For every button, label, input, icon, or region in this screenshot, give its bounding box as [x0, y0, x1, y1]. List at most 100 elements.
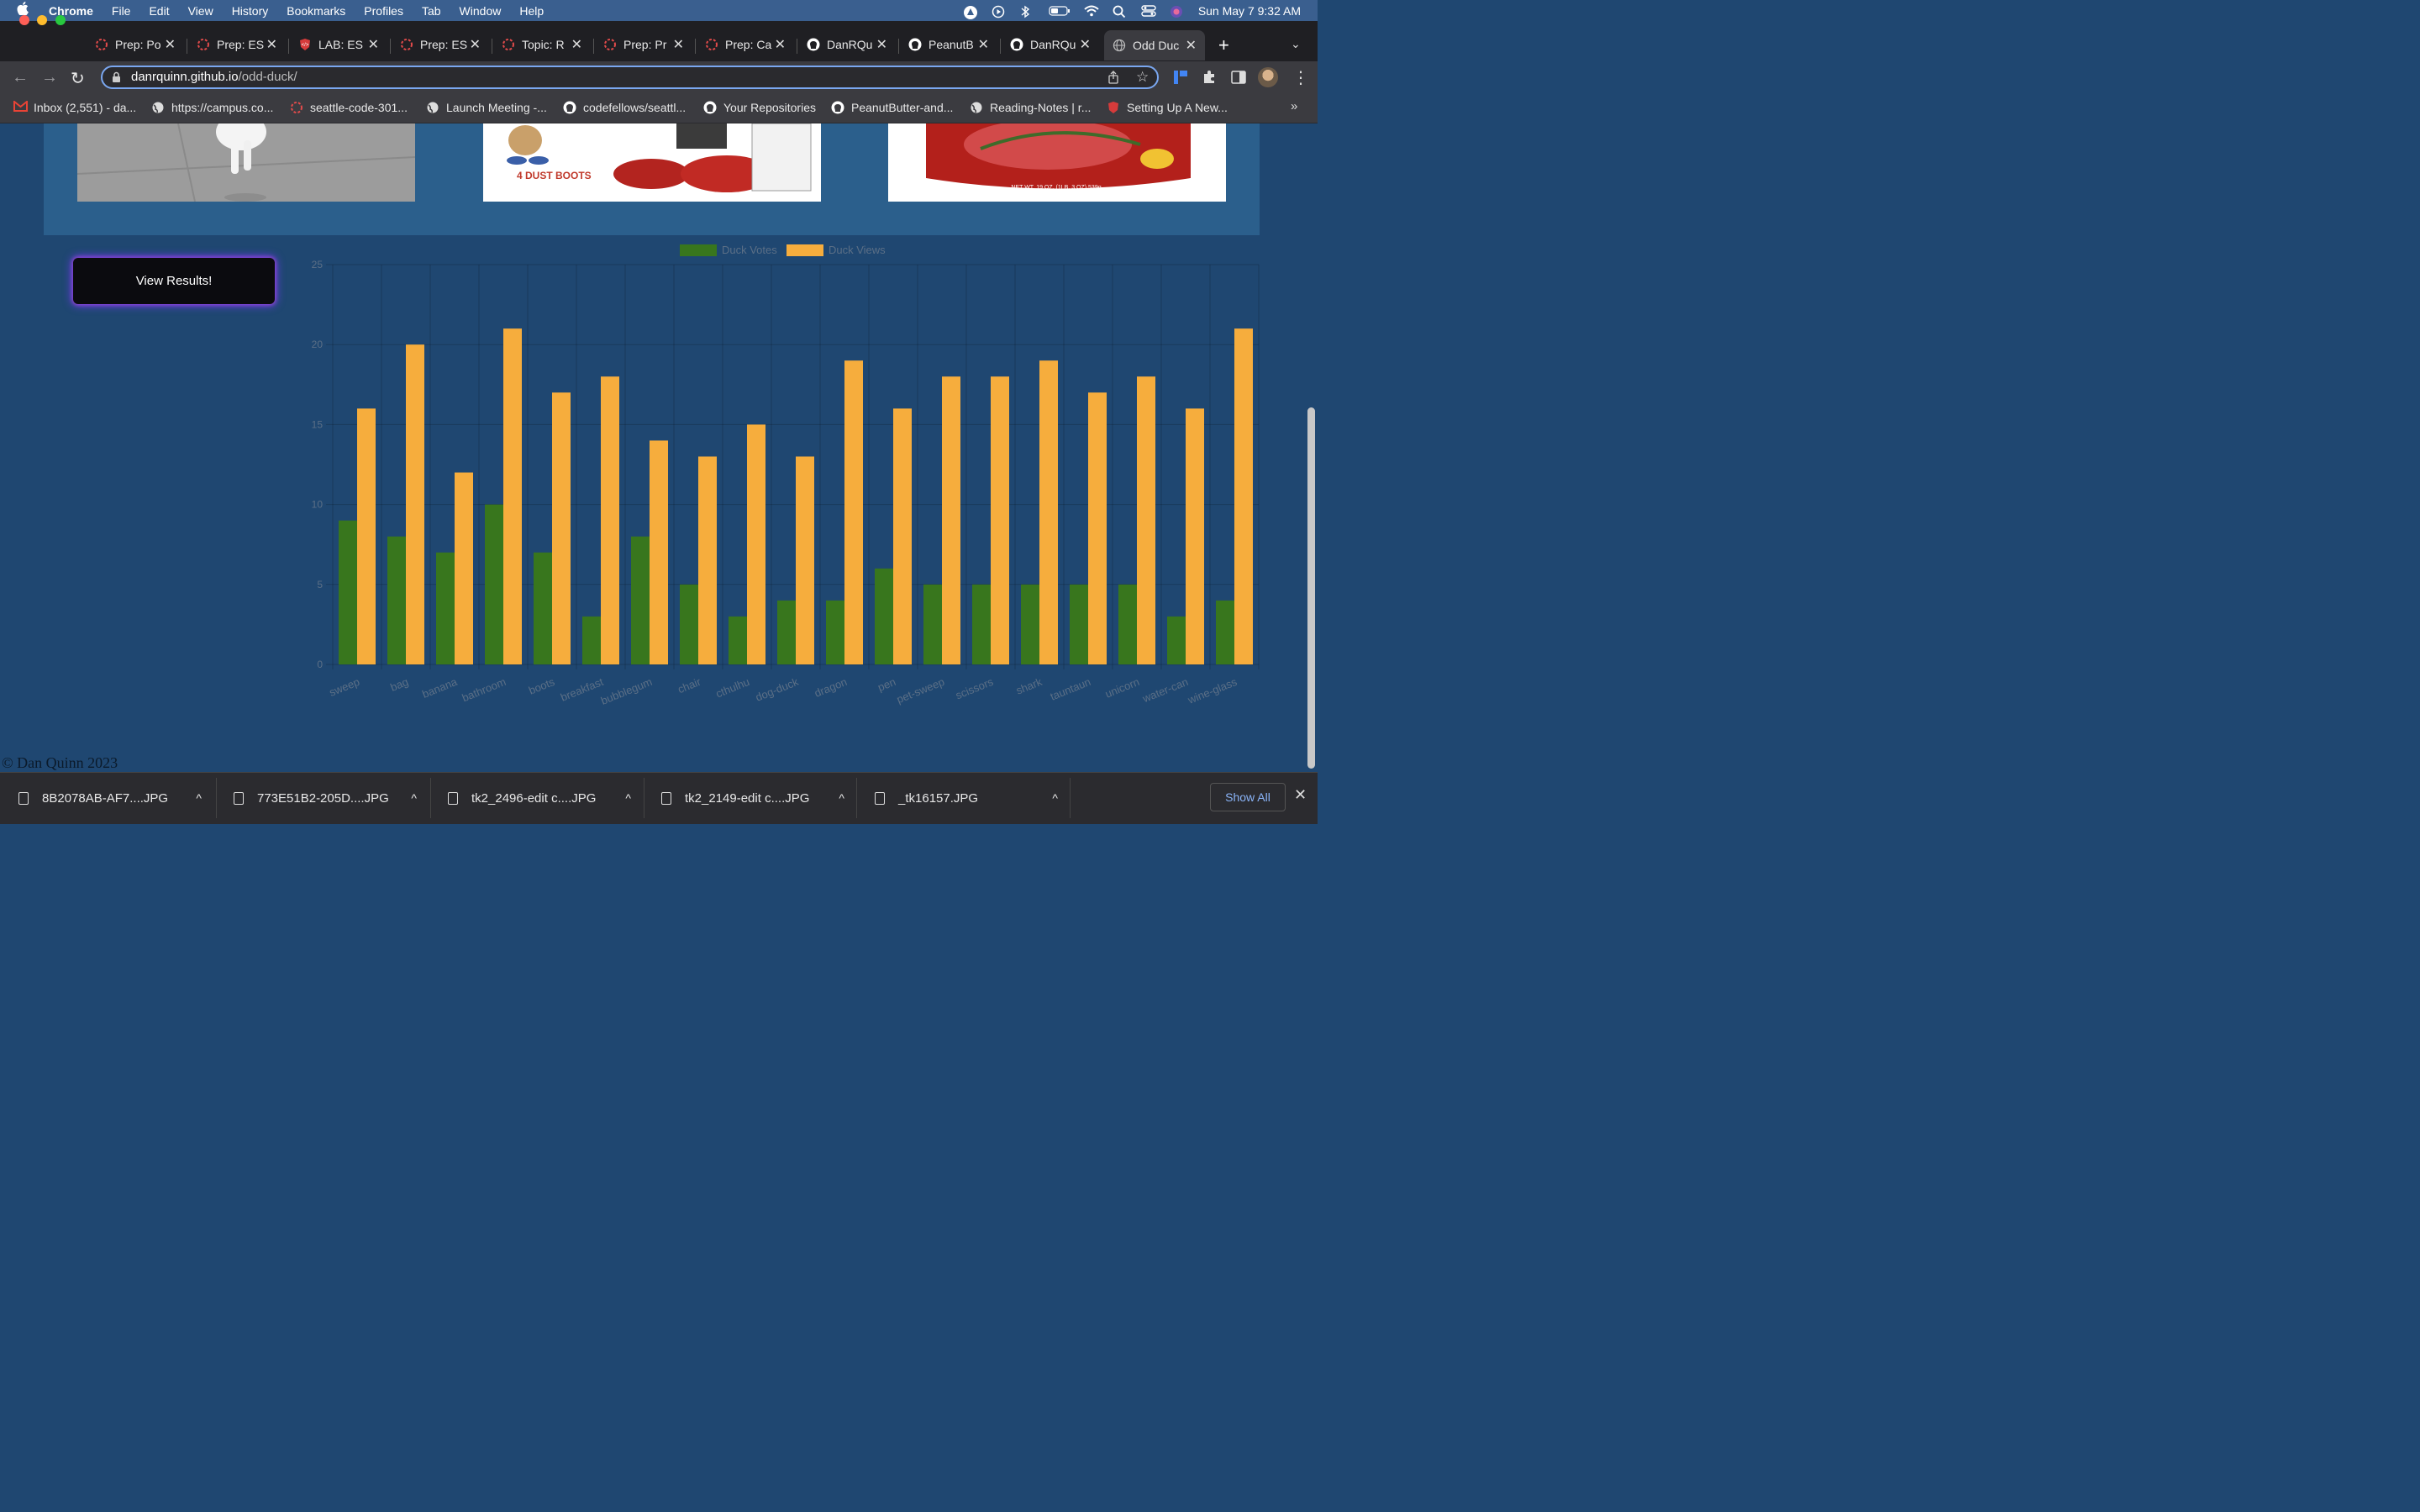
bookmark-item[interactable]: codefellows/seattl...	[563, 99, 686, 116]
browser-tab[interactable]: Prep: ES ✕	[188, 29, 286, 60]
minimize-window-button[interactable]	[37, 15, 47, 25]
bar-duck-votes[interactable]	[339, 520, 357, 664]
view-results-button[interactable]: View Results!	[73, 258, 275, 304]
caret-up-icon[interactable]: ^	[839, 791, 844, 805]
browser-tab[interactable]: </> LAB: ES ✕	[290, 29, 387, 60]
show-all-downloads-button[interactable]: Show All	[1210, 783, 1286, 811]
search-icon[interactable]	[1113, 5, 1128, 18]
bar-duck-votes[interactable]	[485, 504, 503, 664]
download-item[interactable]: tk2_2149-edit c....JPG ^	[643, 781, 858, 815]
lock-icon[interactable]	[112, 71, 121, 87]
bar-duck-votes[interactable]	[1021, 584, 1039, 664]
bar-duck-votes[interactable]	[1167, 616, 1186, 664]
bar-duck-votes[interactable]	[826, 600, 844, 664]
siri-icon[interactable]	[1170, 5, 1185, 18]
browser-tab[interactable]: Prep: Ca ✕	[697, 29, 794, 60]
bar-duck-views[interactable]	[1088, 392, 1107, 664]
bar-duck-votes[interactable]	[1216, 600, 1234, 664]
bar-duck-votes[interactable]	[729, 616, 747, 664]
close-tab-icon[interactable]: ✕	[876, 38, 887, 52]
star-icon[interactable]: ☆	[1136, 69, 1150, 85]
url-text[interactable]: danrquinn.github.io/odd-duck/	[131, 70, 297, 84]
caret-up-icon[interactable]: ^	[411, 791, 417, 805]
bar-duck-views[interactable]	[601, 376, 619, 664]
menu-file[interactable]: File	[111, 3, 131, 18]
bookmark-item[interactable]: seattle-code-301...	[290, 99, 408, 116]
menu-edit[interactable]: Edit	[149, 3, 170, 18]
bar-duck-views[interactable]	[844, 360, 863, 664]
menu-tab[interactable]: Tab	[421, 3, 441, 18]
bar-duck-views[interactable]	[893, 408, 912, 664]
bar-duck-views[interactable]	[503, 328, 522, 664]
download-item[interactable]: _tk16157.JPG ^	[856, 781, 1071, 815]
download-item[interactable]: 8B2078AB-AF7....JPG ^	[0, 781, 215, 815]
bar-duck-views[interactable]	[991, 376, 1009, 664]
bookmark-item[interactable]: Inbox (2,551) - da...	[13, 99, 136, 116]
creative-cloud-icon[interactable]	[963, 5, 978, 19]
back-arrow-icon[interactable]: ←	[12, 68, 29, 87]
bar-duck-votes[interactable]	[631, 536, 650, 664]
bar-duck-votes[interactable]	[534, 552, 552, 664]
legend-label[interactable]: Duck Votes	[722, 244, 777, 256]
bar-duck-votes[interactable]	[875, 568, 893, 664]
close-tab-icon[interactable]: ✕	[571, 38, 582, 52]
close-tab-icon[interactable]: ✕	[672, 38, 684, 52]
close-window-button[interactable]	[19, 15, 29, 25]
address-bar[interactable]: danrquinn.github.io/odd-duck/ ☆	[101, 66, 1159, 89]
bar-duck-views[interactable]	[1137, 376, 1155, 664]
bar-duck-votes[interactable]	[923, 584, 942, 664]
close-tab-icon[interactable]: ✕	[774, 38, 786, 52]
menu-profiles[interactable]: Profiles	[364, 3, 403, 18]
menu-view[interactable]: View	[187, 3, 213, 18]
bar-duck-votes[interactable]	[777, 600, 796, 664]
browser-tab[interactable]: DanRQu ✕	[798, 29, 896, 60]
close-tab-icon[interactable]: ✕	[266, 38, 277, 52]
close-tab-icon[interactable]: ✕	[367, 38, 379, 52]
bar-duck-votes[interactable]	[972, 584, 991, 664]
bar-duck-views[interactable]	[698, 456, 717, 664]
side-panel-icon[interactable]	[1231, 71, 1246, 88]
bar-duck-views[interactable]	[1186, 408, 1204, 664]
bar-duck-votes[interactable]	[436, 552, 455, 664]
bar-duck-votes[interactable]	[680, 584, 698, 664]
bar-duck-votes[interactable]	[582, 616, 601, 664]
legend-label[interactable]: Duck Views	[829, 244, 886, 256]
bluetooth-icon[interactable]	[1020, 5, 1035, 18]
control-center-icon[interactable]	[1141, 4, 1156, 17]
bar-duck-views[interactable]	[1039, 360, 1058, 664]
menu-window[interactable]: Window	[459, 3, 502, 18]
bookmark-item[interactable]: Your Repositories	[703, 99, 816, 116]
share-icon[interactable]	[1107, 71, 1119, 88]
close-downloads-icon[interactable]: ✕	[1294, 786, 1307, 803]
close-tab-icon[interactable]: ✕	[469, 38, 481, 52]
menu-history[interactable]: History	[231, 3, 269, 18]
product-image-boots[interactable]: 4 DUST BOOTS	[483, 123, 821, 202]
download-item[interactable]: 773E51B2-205D....JPG ^	[215, 781, 430, 815]
bar-duck-views[interactable]	[796, 456, 814, 664]
tab-search-icon[interactable]: ⌄	[1291, 37, 1301, 50]
play-circle-icon[interactable]	[992, 5, 1007, 18]
close-tab-icon[interactable]: ✕	[1185, 39, 1197, 53]
extension-blue-icon[interactable]	[1173, 70, 1188, 89]
close-tab-icon[interactable]: ✕	[164, 38, 176, 52]
download-item[interactable]: tk2_2496-edit c....JPG ^	[429, 781, 644, 815]
bar-duck-views[interactable]	[942, 376, 960, 664]
puzzle-icon[interactable]	[1202, 70, 1217, 89]
kebab-menu-icon[interactable]: ⋮	[1292, 69, 1309, 87]
bar-duck-views[interactable]	[406, 344, 424, 664]
bar-duck-votes[interactable]	[1070, 584, 1088, 664]
browser-tab[interactable]: Prep: Po ✕	[87, 29, 184, 60]
zoom-window-button[interactable]	[55, 15, 66, 25]
bookmark-item[interactable]: Setting Up A New...	[1107, 99, 1228, 116]
avatar[interactable]	[1258, 67, 1278, 87]
bookmark-item[interactable]: Launch Meeting -...	[426, 99, 547, 116]
menu-bookmarks[interactable]: Bookmarks	[287, 3, 346, 18]
bar-duck-views[interactable]	[747, 424, 765, 664]
legend-swatch[interactable]	[786, 244, 823, 256]
close-tab-icon[interactable]: ✕	[977, 38, 989, 52]
close-tab-icon[interactable]: ✕	[1079, 38, 1091, 52]
bookmark-item[interactable]: PeanutButter-and...	[831, 99, 953, 116]
bookmark-item[interactable]: Reading-Notes | r...	[970, 99, 1091, 116]
scrollbar-thumb[interactable]	[1307, 407, 1315, 769]
browser-tab[interactable]: Prep: ES ✕	[392, 29, 489, 60]
